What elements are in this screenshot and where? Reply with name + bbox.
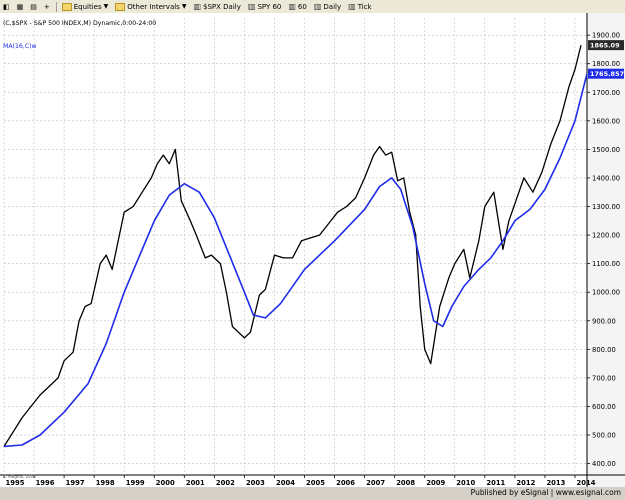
folder-icon (61, 2, 72, 11)
status-bar: Published by eSignal | www.esignal.com (0, 487, 625, 500)
layout-icon[interactable]: ◧ (3, 2, 10, 11)
last-ma-tag: 1765.85779 (590, 70, 625, 78)
chart-frame[interactable]: 400.00 500.00 600.00 700.00 800.00 900.00 1000… (0, 13, 625, 487)
x-tick-label: 2014 (577, 479, 596, 487)
x-tick-label: 2010 (456, 479, 475, 487)
chart-header: (C,$SPX - S&P 500 INDEX,M) Dynamic,0:00-… (3, 20, 156, 27)
toolbar-item-label: Daily (323, 2, 342, 11)
copyright-text: © eSignal, 2014 (3, 474, 36, 479)
toolbar-item-60[interactable]: ▥ 60 (285, 1, 309, 12)
chart-icon: ▥ (313, 1, 322, 11)
publisher-text: Published by eSignal | www.esignal.com (470, 488, 621, 497)
list-icon[interactable]: ▤ (30, 2, 37, 11)
x-tick-label: 2008 (396, 479, 415, 487)
chart-svg[interactable]: 400.00 500.00 600.00 700.00 800.00 900.00 1000… (0, 13, 625, 487)
y-tick-label: 1800.00 (592, 60, 620, 68)
toolbar-item-label: Equities (73, 2, 102, 11)
x-tick-label: 2000 (156, 479, 175, 487)
x-tick-label: 1998 (96, 479, 115, 487)
folder-icon (115, 2, 126, 11)
x-tick-label: 2012 (516, 479, 535, 487)
x-tick-label: 2001 (186, 479, 205, 487)
toolbar-item-label: Tick (357, 2, 372, 11)
y-axis-panel (587, 13, 625, 487)
last-price-tag-bg (588, 40, 624, 51)
toolbar-separator (55, 1, 57, 12)
y-tick-label: 800.00 (592, 346, 616, 354)
y-tick-label: 1000.00 (592, 289, 620, 297)
last-ma-tag-bg (588, 68, 624, 79)
toolbar-item-equities[interactable]: Equities ▼ (59, 1, 112, 12)
x-tick-label: 2005 (306, 479, 325, 487)
chart-icon: ▥ (348, 1, 356, 11)
y-tick-label: 500.00 (592, 432, 616, 440)
y-tick-label: 1900.00 (592, 32, 620, 40)
x-tick-label: 2011 (486, 479, 505, 487)
y-tick-label: 400.00 (592, 460, 616, 468)
chevron-down-icon: ▼ (103, 3, 109, 10)
last-price-tag: 1865.09 (590, 42, 620, 50)
y-tick-label: 900.00 (592, 317, 616, 325)
y-tick-label: 1600.00 (592, 117, 620, 125)
price-series-line[interactable] (3, 44, 582, 447)
x-tick-label: 2007 (366, 479, 385, 487)
y-tick-label: 1400.00 (592, 174, 620, 182)
x-tick-label: 2004 (276, 479, 295, 487)
toolbar-item-spx-daily[interactable]: ▥ $SPX Daily (190, 1, 243, 12)
toolbar-item-other-intervals[interactable]: Other Intervals ▼ (112, 1, 189, 12)
grid-icon[interactable]: ▦ (16, 2, 24, 11)
chart-icon: ▥ (247, 1, 256, 11)
x-tick-label: 2013 (546, 479, 565, 487)
x-tick-label: 1997 (66, 479, 85, 487)
y-tick-label: 1100.00 (592, 260, 620, 268)
x-tick-label: 2002 (216, 479, 235, 487)
toolbar-item-tick[interactable]: ▥ Tick (345, 1, 374, 12)
ma-label: MA(16,C)w (3, 43, 37, 50)
x-tick-label: 1996 (36, 479, 55, 487)
chart-icon: ▥ (288, 1, 296, 11)
x-tick-label: 2003 (246, 479, 265, 487)
y-tick-label: 1700.00 (592, 89, 620, 97)
toolbar-item-label: $SPX Daily (203, 2, 241, 11)
toolbar: ◧ ▦ ▤ + Equities ▼ Other Intervals ▼ ▥ $SPX Daily… (0, 0, 625, 14)
toolbar-item-label: Other Intervals (127, 2, 180, 11)
chart-background (0, 13, 625, 487)
toolbar-item-label: 60 (297, 2, 307, 11)
x-tick-label: 2009 (426, 479, 445, 487)
y-tick-label: 1200.00 (592, 232, 620, 240)
chart-icon: ▥ (193, 1, 202, 11)
add-icon[interactable]: + (43, 2, 50, 11)
y-tick-label: 1500.00 (592, 146, 620, 154)
chevron-down-icon: ▼ (181, 3, 187, 10)
x-tick-label: 2006 (336, 479, 355, 487)
y-tick-label: 700.00 (592, 374, 616, 382)
toolbar-item-daily[interactable]: ▥ Daily (311, 1, 344, 12)
x-tick-label: 1999 (126, 479, 145, 487)
y-tick-label: 1300.00 (592, 203, 620, 211)
ma-series-line[interactable] (3, 73, 588, 448)
y-tick-label: 600.00 (592, 403, 616, 411)
toolbar-item-label: SPY 60 (257, 2, 282, 11)
x-tick-label: 1995 (6, 479, 25, 487)
toolbar-item-spy-60[interactable]: ▥ SPY 60 (245, 1, 284, 12)
